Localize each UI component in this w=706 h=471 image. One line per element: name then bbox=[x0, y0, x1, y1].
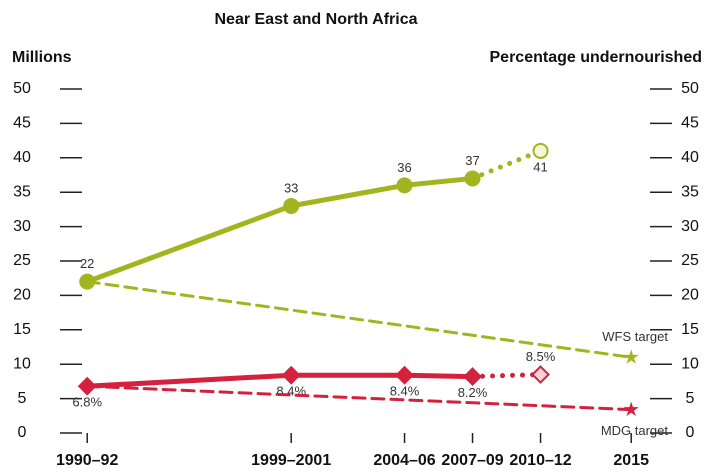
annotation: MDG target bbox=[601, 423, 669, 438]
projection bbox=[470, 372, 544, 380]
x-tick-label: 2007–09 bbox=[441, 452, 503, 469]
y-tick-label: 35 bbox=[13, 183, 31, 200]
y-tick-label: 5 bbox=[18, 390, 27, 407]
y2-tick-label: 25 bbox=[681, 252, 699, 269]
point bbox=[623, 349, 639, 364]
y-tick-label: 0 bbox=[18, 424, 27, 441]
y-axis-label: Millions bbox=[12, 49, 72, 66]
data-label: 6.8% bbox=[72, 395, 102, 410]
y2-tick-label: 45 bbox=[681, 115, 699, 132]
y-tick-label: 15 bbox=[13, 321, 31, 338]
x-tick-label: 2015 bbox=[613, 452, 649, 469]
y2-tick-label: 5 bbox=[686, 390, 695, 407]
data-label: 8.5% bbox=[526, 349, 556, 364]
line bbox=[84, 372, 476, 389]
y2-tick-label: 0 bbox=[686, 424, 695, 441]
line bbox=[85, 384, 633, 412]
chart-title: Near East and North Africa bbox=[214, 11, 417, 28]
y-tick-label: 50 bbox=[13, 80, 31, 97]
data-label: 8.4% bbox=[390, 384, 420, 399]
y2-tick-label: 20 bbox=[681, 287, 699, 304]
x-tick-label: 2004–06 bbox=[373, 452, 435, 469]
point bbox=[531, 365, 550, 384]
y2-tick-label: 15 bbox=[681, 321, 699, 338]
y-tick-label: 10 bbox=[13, 355, 31, 372]
data-label: 33 bbox=[284, 180, 298, 195]
point bbox=[532, 142, 549, 159]
point bbox=[283, 197, 300, 214]
line bbox=[85, 280, 633, 359]
y2-tick-label: 10 bbox=[681, 355, 699, 372]
y2-tick-label: 30 bbox=[681, 218, 699, 235]
y2-axis-label: Percentage undernourished bbox=[490, 49, 703, 66]
x-tick-label: 1990–92 bbox=[56, 452, 118, 469]
point bbox=[396, 177, 413, 194]
y-tick-label: 25 bbox=[13, 252, 31, 269]
y-tick-label: 20 bbox=[13, 287, 31, 304]
projection bbox=[470, 148, 544, 181]
point bbox=[464, 170, 481, 187]
data-label: 22 bbox=[80, 256, 94, 271]
y2-tick-label: 35 bbox=[681, 183, 699, 200]
annotation: WFS target bbox=[602, 329, 668, 344]
point bbox=[463, 367, 482, 386]
y2-tick-label: 40 bbox=[681, 149, 699, 166]
x-tick-label: 2010–12 bbox=[509, 452, 571, 469]
point bbox=[395, 365, 414, 385]
y2-tick-label: 50 bbox=[681, 80, 699, 97]
y-tick-label: 40 bbox=[13, 149, 31, 166]
x-tick-label: 1999–2001 bbox=[251, 452, 331, 469]
point bbox=[281, 365, 301, 385]
data-label: 36 bbox=[397, 160, 411, 175]
y-tick-label: 45 bbox=[13, 115, 31, 132]
point bbox=[623, 401, 639, 417]
y-tick-label: 30 bbox=[13, 218, 31, 235]
data-label: 41 bbox=[533, 159, 547, 174]
data-label: 37 bbox=[465, 153, 479, 168]
line bbox=[84, 175, 476, 285]
data-label: 8.2% bbox=[458, 385, 488, 400]
